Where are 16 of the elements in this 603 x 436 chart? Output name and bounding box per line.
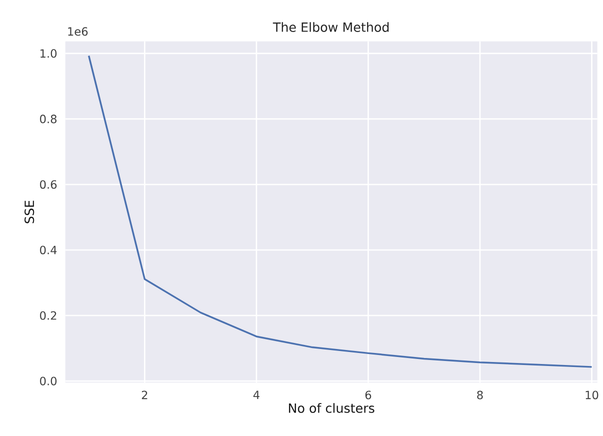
x-axis-title: No of clusters (288, 403, 374, 413)
text: 1e6 (68, 27, 88, 36)
chart-title: The Elbow Method (272, 22, 389, 32)
y-axis-title: SSE (24, 200, 34, 224)
x-tick-label: 4 (253, 390, 260, 399)
y-tick-label: 0.6 (40, 180, 57, 189)
y-tick-label: 0.4 (40, 246, 57, 254)
y-tick-label: 0.0 (40, 376, 57, 386)
x-tick-label: 2 (142, 390, 148, 400)
x-tick-label: 6 (365, 390, 372, 400)
x-tick-label: 8 (477, 390, 483, 400)
line-series (88, 54, 593, 368)
y-tick-label: 0.8 (40, 114, 57, 124)
x-tick-label: 10 (586, 390, 598, 400)
y-tick-label: 1.0 (40, 49, 57, 58)
y-tick-label: 0.2 (40, 311, 56, 320)
